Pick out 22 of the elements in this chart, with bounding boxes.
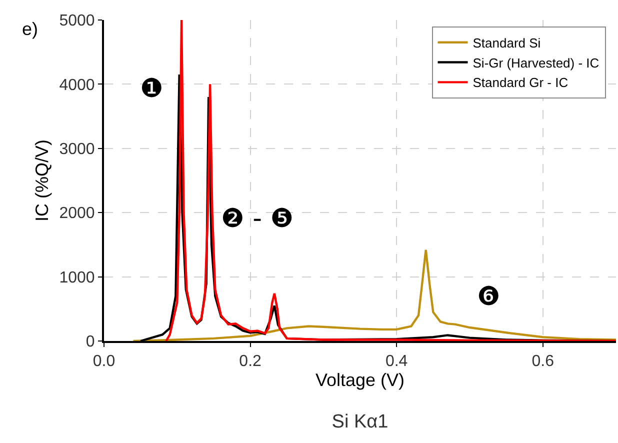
y-tick-label: 2000 <box>59 205 95 222</box>
text: e) <box>22 19 38 39</box>
y-tick-label: 5000 <box>59 12 95 30</box>
legend-label: Si-Gr (Harvested) - IC <box>472 55 600 70</box>
y-tick-label: 1000 <box>59 269 95 286</box>
y-tick-label: 3000 <box>59 141 95 158</box>
annotation: ❷ - ❺ <box>221 204 294 234</box>
x-tick-label: 0.2 <box>239 353 262 370</box>
x-tick-label: 0.6 <box>532 353 554 370</box>
x-tick-label: 0.0 <box>92 353 116 370</box>
legend-label: Standard Gr - IC <box>472 75 568 90</box>
y-axis-title: IC (%Q/V) <box>32 139 52 222</box>
annotation: ❻ <box>477 282 500 312</box>
x-axis-title: Voltage (V) <box>315 370 405 390</box>
x-tick-label: 0.4 <box>385 353 408 370</box>
annotation: ❶ <box>140 74 164 104</box>
y-tick-label: 0 <box>86 334 95 351</box>
y-tick-label: 4000 <box>59 76 95 94</box>
legend-label: Standard Si <box>472 35 541 50</box>
line-series <box>165 20 616 341</box>
text: Si Kα1 <box>332 411 388 432</box>
line-series <box>132 248 616 341</box>
